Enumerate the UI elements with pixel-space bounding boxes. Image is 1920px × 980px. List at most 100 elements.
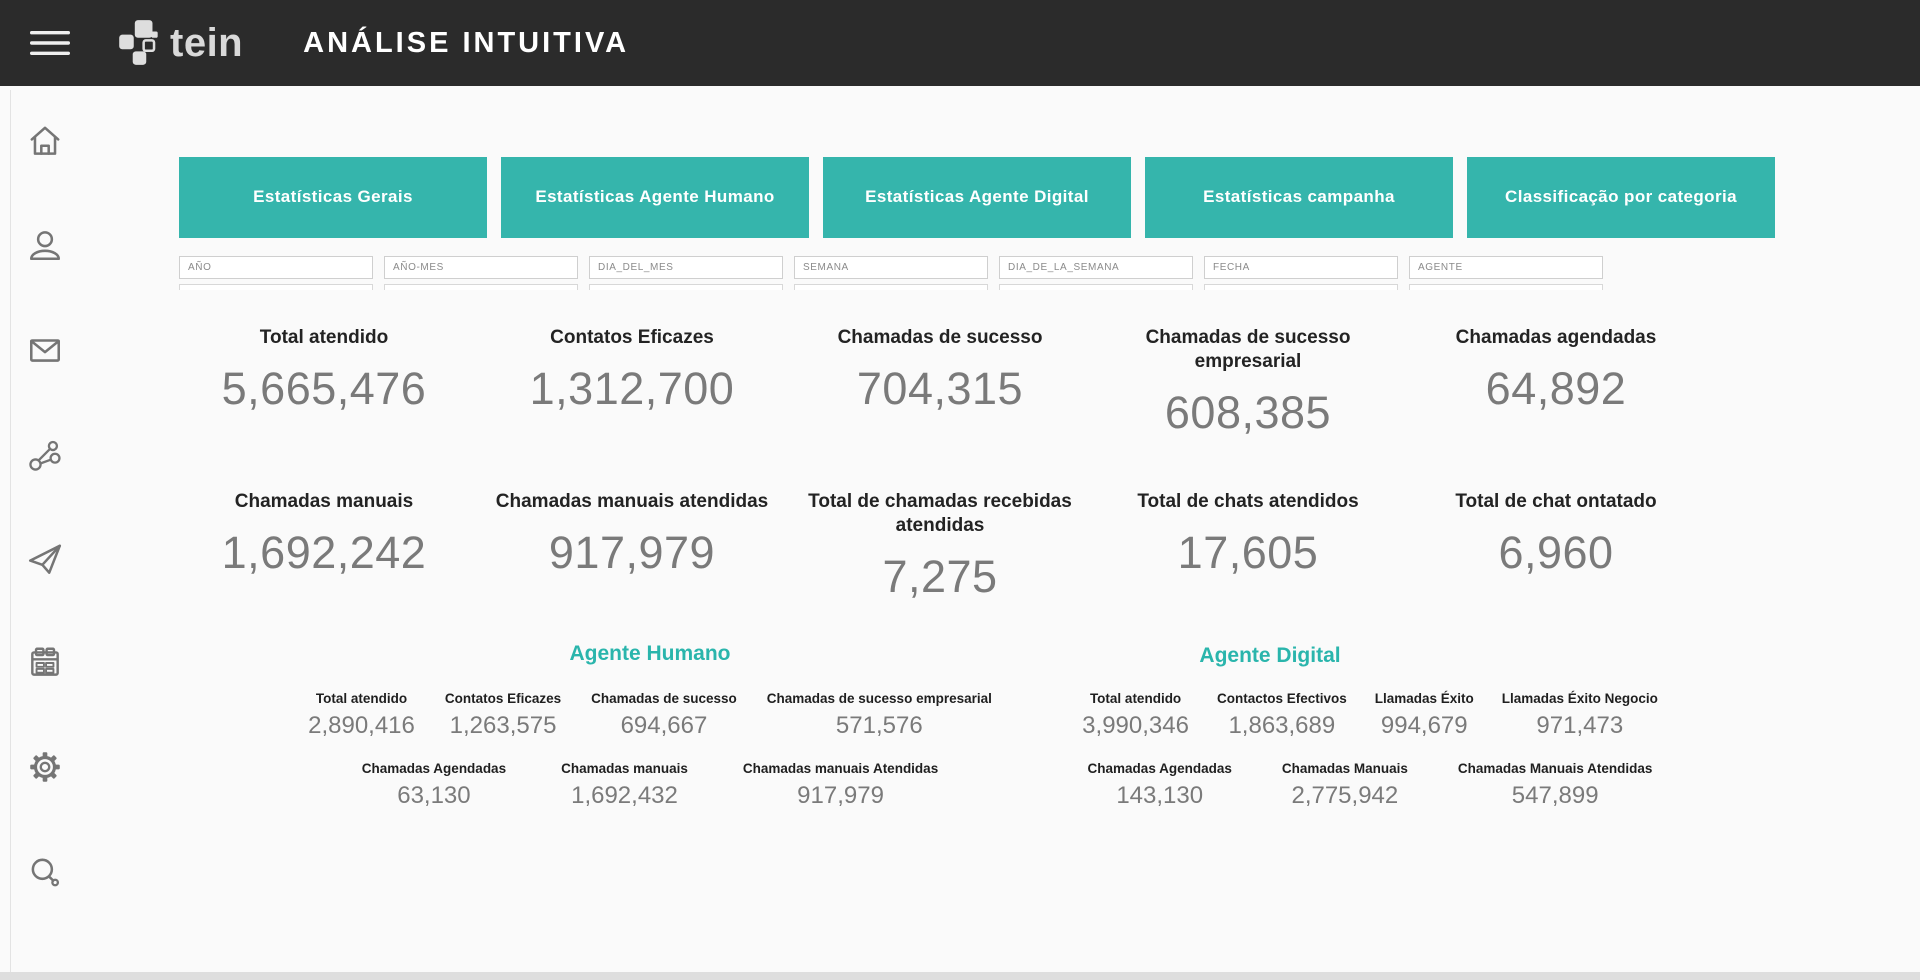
search-icon — [31, 858, 60, 887]
sub-kpi-humano-total-atendido: Total atendido 2,890,416 — [308, 690, 415, 741]
sidebar-item-settings[interactable] — [24, 746, 66, 788]
nav-button-agente-humano[interactable]: Estatísticas Agente Humano — [501, 157, 809, 238]
section-title-agente-humano: Agente Humano — [569, 642, 731, 665]
sub-kpi-digital-contactos-efectivos: Contactos Efectivos 1,863,689 — [1217, 690, 1347, 741]
kpi-chamadas-sucesso: Chamadas de sucesso 704,315 — [786, 326, 1094, 439]
kpi-label: Chamadas manuais atendidas — [495, 491, 769, 512]
kpi-label: Total atendido — [259, 327, 389, 348]
brand-name: tein — [170, 20, 244, 65]
nav-button-agente-digital[interactable]: Estatísticas Agente Digital — [823, 157, 1131, 238]
filter-ano-mes-dropdown[interactable]: AÑO-MES — [384, 256, 578, 279]
tein-logo-icon — [116, 17, 164, 69]
sub-kpi-value: 971,473 — [1536, 712, 1624, 739]
kpi-label: Contatos Eficazes — [550, 327, 714, 348]
sub-kpi-value: 994,679 — [1380, 712, 1468, 739]
kpi-label: Chamadas de sucesso — [837, 327, 1043, 348]
filter-fecha-dropdown[interactable]: FECHA — [1204, 256, 1398, 279]
sidebar-item-search[interactable] — [24, 852, 66, 894]
sub-kpi-label: Total atendido — [315, 691, 408, 706]
kpi-value: 7,275 — [882, 551, 998, 602]
filter-dropdown-stub — [1204, 284, 1398, 290]
sub-kpi-label: Chamadas Agendadas — [361, 761, 507, 776]
home-icon — [30, 126, 60, 155]
sub-kpi-humano-chamadas-manuais: Chamadas manuais 1,692,432 — [561, 760, 688, 811]
filter-dropdown-stub — [179, 284, 373, 290]
agente-digital-row-1: Total atendido 3,990,346 Contactos Efect… — [1010, 690, 1730, 741]
filter-label: DIA_DE_LA_SEMANA — [1008, 262, 1120, 273]
sub-kpi-humano-contatos-eficazes: Contatos Eficazes 1,263,575 — [445, 690, 561, 741]
kpi-contatos-eficazes: Contatos Eficazes 1,312,700 — [478, 326, 786, 439]
sub-kpi-humano-manuais-atendidas: Chamadas manuais Atendidas 917,979 — [743, 760, 938, 811]
filter-ano: AÑO — [179, 256, 373, 290]
sidebar-item-home[interactable] — [24, 120, 66, 162]
nav-button-campanha[interactable]: Estatísticas campanha — [1145, 157, 1453, 238]
hamburger-menu-icon[interactable] — [28, 26, 72, 60]
kpi-chamadas-agendadas: Chamadas agendadas 64,892 — [1402, 326, 1710, 439]
sub-kpi-label: Llamadas Éxito — [1374, 691, 1474, 706]
mail-icon — [30, 339, 60, 362]
horizontal-scrollbar[interactable] — [0, 972, 1920, 980]
brand-logo: tein — [116, 17, 243, 69]
filter-dia-del-mes-dropdown[interactable]: DIA_DEL_MES — [589, 256, 783, 279]
kpi-label: Total de chat ontatado — [1455, 491, 1657, 512]
sidebar-item-mail[interactable] — [24, 329, 66, 371]
sidebar-item-user[interactable] — [24, 224, 66, 266]
kpi-chamadas-manuais: Chamadas manuais 1,692,242 — [170, 490, 478, 603]
sub-kpi-label: Chamadas de sucesso — [591, 691, 737, 706]
kpi-sucesso-empresarial: Chamadas de sucesso empresarial 608,385 — [1094, 326, 1402, 439]
sub-kpi-label: Chamadas Manuais — [1281, 761, 1408, 776]
kpi-value: 1,692,242 — [221, 527, 427, 578]
filter-label: DIA_DEL_MES — [598, 262, 674, 273]
user-icon — [30, 231, 60, 260]
sub-kpi-digital-llamadas-exito: Llamadas Éxito 994,679 — [1375, 690, 1474, 741]
sub-kpi-digital-manuais-atendidas: Chamadas Manuais Atendidas 547,899 — [1458, 760, 1653, 811]
filter-dia-de-la-semana-dropdown[interactable]: DIA_DE_LA_SEMANA — [999, 256, 1193, 279]
filter-label: FECHA — [1213, 262, 1250, 273]
sub-kpi-humano-sucesso-empresarial: Chamadas de sucesso empresarial 571,576 — [767, 690, 992, 741]
filter-dropdown-stub — [1409, 284, 1603, 290]
filter-semana-dropdown[interactable]: SEMANA — [794, 256, 988, 279]
sub-kpi-label: Chamadas Agendadas — [1087, 761, 1232, 776]
nav-button-row: Estatísticas Gerais Estatísticas Agente … — [179, 157, 1775, 238]
kpi-label: Chamadas manuais — [234, 491, 414, 512]
sub-kpi-label: Total atendido — [1089, 691, 1182, 706]
sub-kpi-value: 2,890,416 — [308, 712, 415, 739]
nav-button-estatisticas-gerais[interactable]: Estatísticas Gerais — [179, 157, 487, 238]
sidebar-item-share[interactable] — [24, 434, 66, 476]
agente-digital-row-2: Chamadas Agendadas 143,130 Chamadas Manu… — [1010, 760, 1730, 811]
sub-kpi-digital-exito-negocio: Llamadas Éxito Negocio 971,473 — [1502, 690, 1658, 741]
sub-kpi-value: 547,899 — [1511, 782, 1599, 809]
sub-kpi-label: Contactos Efectivos — [1216, 691, 1347, 706]
kpi-value: 17,605 — [1177, 527, 1319, 578]
sub-kpi-value: 1,863,689 — [1228, 712, 1336, 739]
nav-button-classificacao[interactable]: Classificação por categoria — [1467, 157, 1775, 238]
filter-label: AGENTE — [1418, 262, 1463, 273]
kpi-label: Total de chats atendidos — [1137, 491, 1359, 512]
sub-kpi-value: 917,979 — [797, 782, 884, 809]
sidebar — [0, 86, 88, 980]
sub-kpi-value: 143,130 — [1116, 782, 1204, 809]
filter-dropdown-stub — [794, 284, 988, 290]
kpi-row-2: Chamadas manuais 1,692,242 Chamadas manu… — [170, 490, 1710, 603]
filter-agente-dropdown[interactable]: AGENTE — [1409, 256, 1603, 279]
sub-kpi-value: 63,130 — [397, 782, 471, 809]
kpi-value: 704,315 — [856, 363, 1024, 414]
kpi-total-atendido: Total atendido 5,665,476 — [170, 326, 478, 439]
kpi-recebidas-atendidas: Total de chamadas recebidas atendidas 7,… — [786, 490, 1094, 603]
filter-ano-dropdown[interactable]: AÑO — [179, 256, 373, 279]
gear-icon — [30, 752, 60, 782]
filter-agente: AGENTE — [1409, 256, 1603, 290]
calendar-icon — [31, 647, 59, 676]
kpi-label: Total de chamadas recebidas atendidas — [808, 491, 1072, 536]
sub-kpi-label: Chamadas manuais Atendidas — [742, 761, 939, 776]
sub-kpi-label: Llamadas Éxito Negocio — [1501, 691, 1658, 706]
sidebar-item-calendar[interactable] — [24, 642, 66, 684]
kpi-value: 64,892 — [1485, 363, 1627, 414]
sub-kpi-value: 3,990,346 — [1082, 712, 1189, 739]
kpi-chat-contatado: Total de chat ontatado 6,960 — [1402, 490, 1710, 603]
sub-kpi-label: Chamadas de sucesso empresarial — [766, 691, 992, 706]
filter-dropdown-stub — [384, 284, 578, 290]
sidebar-item-send[interactable] — [24, 538, 66, 580]
sub-kpi-humano-chamadas-agendadas: Chamadas Agendadas 63,130 — [362, 760, 506, 811]
sub-kpi-label: Chamadas Manuais Atendidas — [1457, 761, 1653, 776]
